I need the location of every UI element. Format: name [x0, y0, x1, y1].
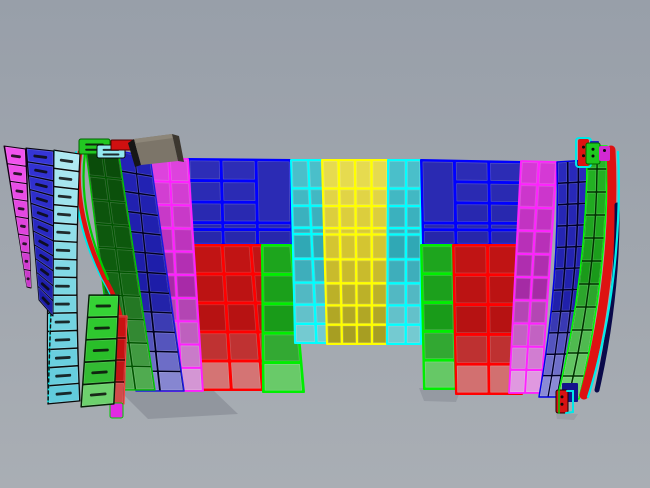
top-tab-green-right: [585, 142, 601, 165]
strip-blue-labeled: [25, 147, 55, 317]
strip-green-labeled: [80, 294, 120, 408]
ground-shadow-left: [118, 389, 238, 419]
dark-box-top-highlight: [134, 134, 173, 143]
bottom-tab-cyan-outline: [565, 390, 574, 414]
strip-pale-cyan-labeled: [46, 149, 81, 405]
dark-box-right-face: [172, 134, 184, 162]
strip-cyan-right: [386, 159, 422, 345]
paneled-facade-model: [3, 134, 620, 420]
strip-magenta-right: [508, 160, 558, 394]
magenta-tip-tab: [109, 402, 124, 419]
strip-red-right: [452, 244, 523, 395]
bottom-tab-red: [555, 389, 569, 414]
ground-shadow-tab: [556, 413, 578, 420]
strip-blue-left: [187, 158, 293, 246]
strip-yellow-center: [321, 159, 389, 345]
strip-green-right: [420, 244, 457, 390]
top-tab-magenta-right: [599, 146, 610, 161]
edge-ribbon-cyan: [586, 150, 620, 399]
strip-blue-right: [420, 159, 524, 246]
edge-ribbon-red: [579, 145, 617, 400]
dark-box-left-face: [128, 139, 141, 167]
ground-shadow-right: [419, 388, 461, 402]
s-curve-green: [82, 151, 110, 281]
strip-green-grid-left: [85, 151, 156, 391]
strip-pink-wedge: [3, 145, 32, 289]
